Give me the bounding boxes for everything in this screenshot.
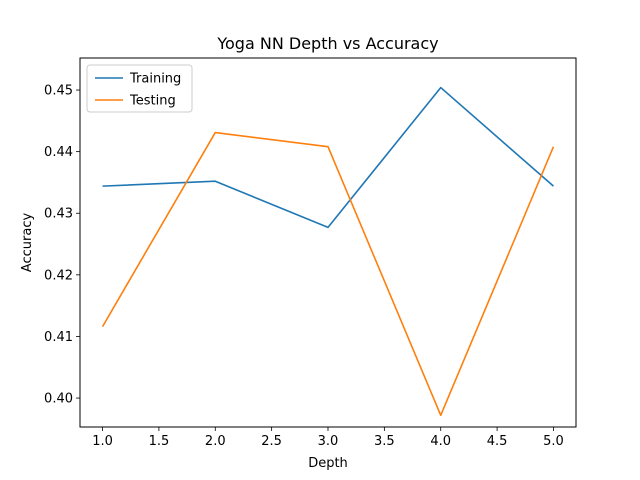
legend: Training Testing — [86, 64, 193, 113]
series-line-testing — [101, 131, 555, 417]
x-tick-label: 2.0 — [205, 434, 226, 449]
x-tick-label: 1.0 — [92, 434, 113, 449]
y-axis-ticks: 0.40 0.41 0.42 0.43 0.44 0.45 — [44, 84, 80, 407]
legend-label: Training — [129, 72, 181, 87]
y-tick-label: 0.42 — [44, 268, 73, 283]
plot-area — [101, 86, 555, 417]
y-tick-label: 0.41 — [44, 330, 73, 345]
legend-label: Testing — [129, 94, 176, 109]
x-tick-label: 1.5 — [149, 434, 170, 449]
y-tick-label: 0.45 — [44, 84, 73, 99]
y-axis-label: Accuracy — [20, 213, 35, 273]
series-line-training — [102, 86, 554, 229]
y-tick-label: 0.43 — [44, 207, 73, 222]
y-tick-label: 0.40 — [44, 392, 73, 407]
x-tick-label: 3.5 — [374, 434, 395, 449]
chart-title: Yoga NN Depth vs Accuracy — [216, 34, 438, 53]
y-tick-label: 0.44 — [44, 145, 73, 160]
x-tick-label: 5.0 — [543, 434, 564, 449]
x-tick-label: 2.5 — [261, 434, 282, 449]
x-tick-label: 3.0 — [318, 434, 339, 449]
x-tick-label: 4.5 — [487, 434, 508, 449]
x-axis-ticks: 1.0 1.5 2.0 2.5 3.0 3.5 4.0 4.5 5.0 — [92, 427, 564, 449]
x-axis-label: Depth — [308, 456, 348, 471]
x-tick-label: 4.0 — [430, 434, 451, 449]
